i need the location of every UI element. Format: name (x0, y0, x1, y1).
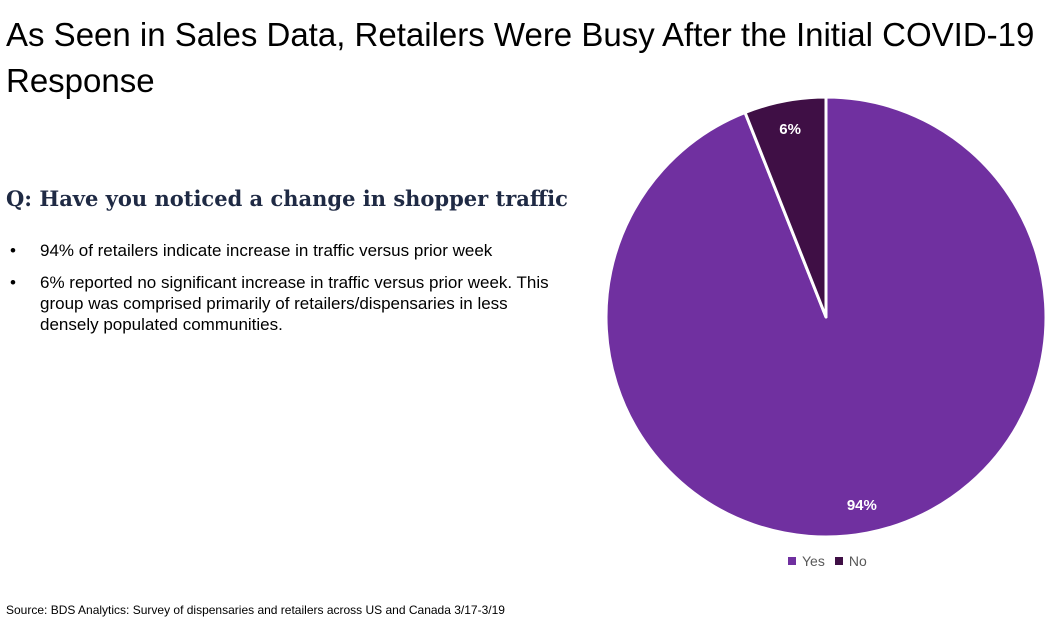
pie-chart: 94% 6% (604, 95, 1048, 539)
page-title: As Seen in Sales Data, Retailers Were Bu… (6, 16, 1035, 99)
legend-item-yes: Yes (788, 553, 825, 569)
finding-item: • 6% reported no significant increase in… (6, 272, 566, 335)
finding-item: • 94% of retailers indicate increase in … (6, 240, 566, 261)
findings-list: • 94% of retailers indicate increase in … (6, 240, 566, 346)
bullet-icon: • (10, 273, 16, 292)
finding-text: 94% of retailers indicate increase in tr… (40, 241, 493, 260)
bullet-icon: • (10, 241, 16, 260)
survey-question: Q: Have you noticed a change in shopper … (6, 186, 568, 211)
legend-label: Yes (802, 553, 825, 569)
legend-item-no: No (834, 553, 867, 569)
source-note: Source: BDS Analytics: Survey of dispens… (6, 603, 505, 617)
legend-label: No (848, 553, 867, 569)
legend-swatch-icon (788, 557, 796, 565)
finding-text: 6% reported no significant increase in t… (40, 273, 549, 334)
legend-swatch-icon (834, 557, 843, 565)
pie-slice-no (743, 95, 828, 319)
data-label-yes: 94% (847, 497, 877, 514)
data-label-no: 6% (779, 121, 801, 138)
chart-legend: Yes No (788, 553, 867, 569)
